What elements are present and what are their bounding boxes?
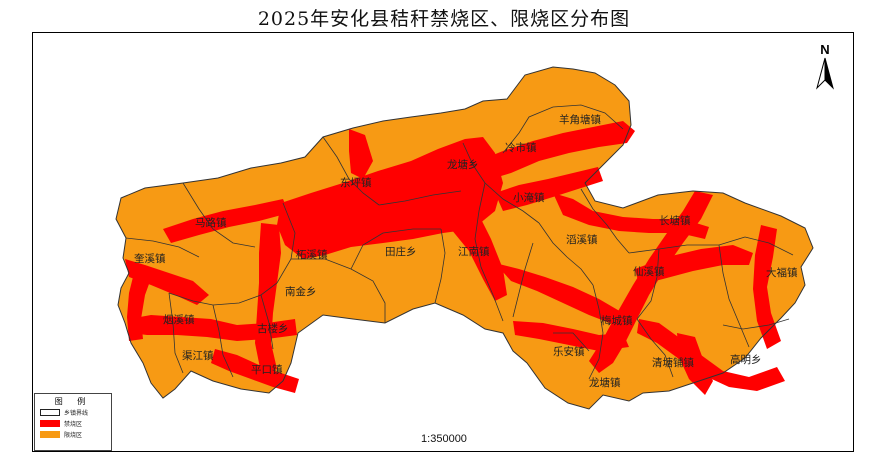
town-label-le-an: 乐安镇 (553, 345, 585, 358)
town-label-xianxi: 仙溪镇 (633, 265, 665, 278)
map-title: 2025年安化县秸秆禁烧区、限烧区分布图 (257, 8, 631, 30)
legend-label-boundary: 乡镇界线 (64, 410, 89, 417)
town-label-longtang-zhen: 龙塘镇 (589, 376, 621, 389)
north-arrow-icon (816, 57, 834, 90)
banned-band-zhexi-column (255, 223, 281, 373)
legend-swatch-banned (40, 420, 60, 427)
county-outline (115, 66, 814, 410)
banned-band-xiaoyan (495, 167, 603, 211)
town-label-yangjiaotang: 羊角塘镇 (559, 113, 601, 126)
town-label-gulou: 古楼乡 (257, 322, 289, 335)
banned-zones (125, 121, 785, 395)
banned-band-yangjiao (478, 121, 635, 179)
banned-band-xianxi (635, 245, 753, 285)
town-label-zhexi: 柘溪镇 (296, 248, 328, 261)
banned-band-malu (163, 199, 289, 243)
legend-label-restricted: 限烧区 (64, 432, 83, 439)
town-labels: 羊角塘镇 冷市镇 龙塘乡 东坪镇 小淹镇 马路镇 长塘镇 柘溪镇 田庄乡 江南镇… (134, 113, 798, 389)
banned-band-dafu (753, 225, 781, 349)
banned-band-jiangnan-south (495, 263, 623, 325)
town-label-gaoming: 高明乡 (730, 353, 762, 366)
town-label-jiangnan: 江南镇 (458, 245, 490, 258)
town-label-kuixi: 奎溪镇 (134, 252, 166, 265)
legend-title: 图 例 (54, 397, 92, 406)
north-arrow: N (808, 42, 842, 94)
banned-band-meicheng-east (637, 319, 785, 391)
banned-band-north-ridge (349, 129, 373, 179)
town-label-pingkou: 平口镇 (251, 363, 283, 376)
legend-item-boundary: 乡镇界线 (40, 407, 111, 418)
town-label-lengshi: 冷市镇 (505, 141, 537, 154)
town-label-dongping: 东坪镇 (340, 176, 372, 189)
map-legend: 图 例 乡镇界线 禁烧区 限烧区 (34, 393, 112, 451)
township-boundaries (125, 104, 794, 380)
town-label-changtang: 长塘镇 (659, 214, 691, 227)
legend-item-restricted: 限烧区 (40, 429, 111, 440)
town-label-nanjin: 南金乡 (285, 285, 317, 298)
north-label: N (820, 42, 830, 57)
legend-swatch-boundary (40, 409, 60, 416)
legend-item-banned: 禁烧区 (40, 418, 111, 429)
town-label-yanxi: 烟溪镇 (163, 313, 195, 326)
map-scale: 1:350000 (421, 433, 467, 445)
banned-band-jiangnan (441, 193, 507, 301)
town-label-dafu: 大福镇 (766, 266, 798, 279)
banned-band-kuixi (125, 259, 209, 305)
banned-band-yanxi (129, 315, 297, 341)
town-label-malu: 马路镇 (195, 216, 227, 229)
banned-band-taoxi (553, 193, 709, 239)
town-label-xiaoyan: 小淹镇 (513, 191, 545, 204)
legend-swatch-restricted (40, 431, 60, 438)
town-label-meicheng: 梅城镇 (601, 314, 633, 327)
legend-label-banned: 禁烧区 (64, 421, 83, 428)
town-label-qujiang: 渠江镇 (182, 349, 214, 362)
banned-band-pingkou (211, 349, 299, 393)
banned-band-dongping-core (277, 137, 503, 259)
banned-band-kuixi-north (127, 269, 153, 341)
town-label-taoxi: 滔溪镇 (566, 233, 598, 246)
town-label-qingtangpu: 清塘铺镇 (652, 356, 694, 369)
town-label-longtang-xiang: 龙塘乡 (447, 158, 479, 171)
banned-band-le-an (513, 321, 629, 351)
town-label-tianzhuang: 田庄乡 (385, 245, 417, 258)
county-map: 羊角塘镇 冷市镇 龙塘乡 东坪镇 小淹镇 马路镇 长塘镇 柘溪镇 田庄乡 江南镇… (115, 66, 814, 410)
